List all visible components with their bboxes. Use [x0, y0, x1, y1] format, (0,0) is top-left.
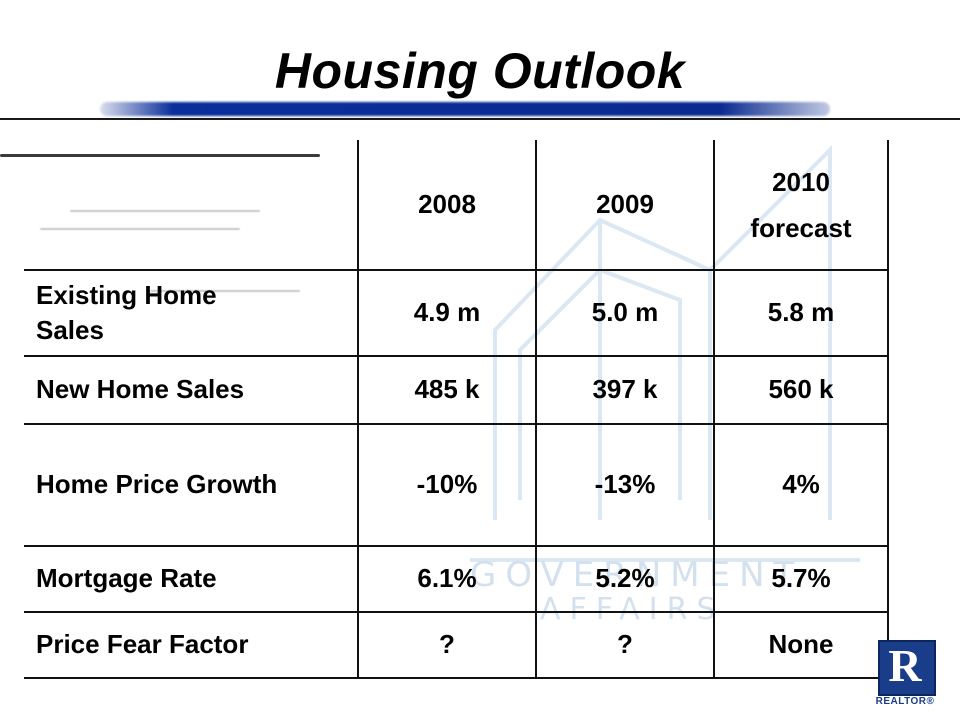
row-label-existing-home-sales: Existing Home Sales: [24, 270, 359, 356]
table-row: Home Price Growth -10% -13% 4%: [24, 424, 889, 546]
row-label-home-price-growth: Home Price Growth: [24, 424, 359, 546]
table-row: Existing Home Sales 4.9 m 5.0 m 5.8 m: [24, 270, 889, 356]
header-empty-cell: [24, 140, 359, 271]
cell-price-2010: 4%: [714, 424, 889, 546]
row-label-text: Existing Home Sales: [36, 279, 217, 345]
cell-price-2008: -10%: [358, 424, 537, 546]
header-2009: 2009: [536, 140, 715, 270]
table-row: Price Fear Factor ? ? None: [24, 612, 889, 678]
row-label-price-fear-factor: Price Fear Factor: [24, 612, 359, 678]
cell-mortgage-2010: 5.7%: [714, 546, 889, 612]
cell-fear-2008: ?: [358, 612, 537, 678]
row-label-mortgage-rate: Mortgage Rate: [24, 546, 359, 612]
cell-fear-2010: None: [714, 612, 889, 678]
realtor-logo-box: [878, 640, 936, 696]
realtor-logo-letter: R: [888, 640, 922, 691]
cell-new-2008: 485 k: [358, 356, 537, 424]
table-row: Mortgage Rate 6.1% 5.2% 5.7%: [24, 546, 889, 612]
cell-price-2009: -13%: [536, 424, 715, 546]
table-row: New Home Sales 485 k 397 k 560 k: [24, 356, 889, 424]
cell-new-2010: 560 k: [714, 356, 889, 424]
title-underline-bar: [100, 102, 830, 116]
row-label-new-home-sales: New Home Sales: [24, 356, 359, 424]
header-2010-forecast-word: forecast: [750, 212, 852, 243]
cell-mortgage-2008: 6.1%: [358, 546, 537, 612]
header-2010-year: 2010: [772, 166, 830, 197]
realtor-logo: R REALTOR®: [874, 638, 936, 710]
header-2010-forecast: 2010 forecast: [714, 140, 889, 270]
cell-existing-2008: 4.9 m: [358, 270, 537, 356]
cell-existing-2009: 5.0 m: [536, 270, 715, 356]
top-rule: [0, 118, 960, 120]
realtor-logo-text: REALTOR®: [875, 696, 935, 707]
housing-outlook-table: 2008 2009 2010 forecast Existing Home Sa…: [24, 140, 889, 679]
page-title: Housing Outlook: [274, 43, 686, 99]
cell-existing-2010: 5.8 m: [714, 270, 889, 356]
table-header-row: 2008 2009 2010 forecast: [24, 140, 889, 271]
cell-mortgage-2009: 5.2%: [536, 546, 715, 612]
cell-fear-2009: ?: [536, 612, 715, 678]
cell-new-2009: 397 k: [536, 356, 715, 424]
header-2008: 2008: [358, 140, 537, 270]
